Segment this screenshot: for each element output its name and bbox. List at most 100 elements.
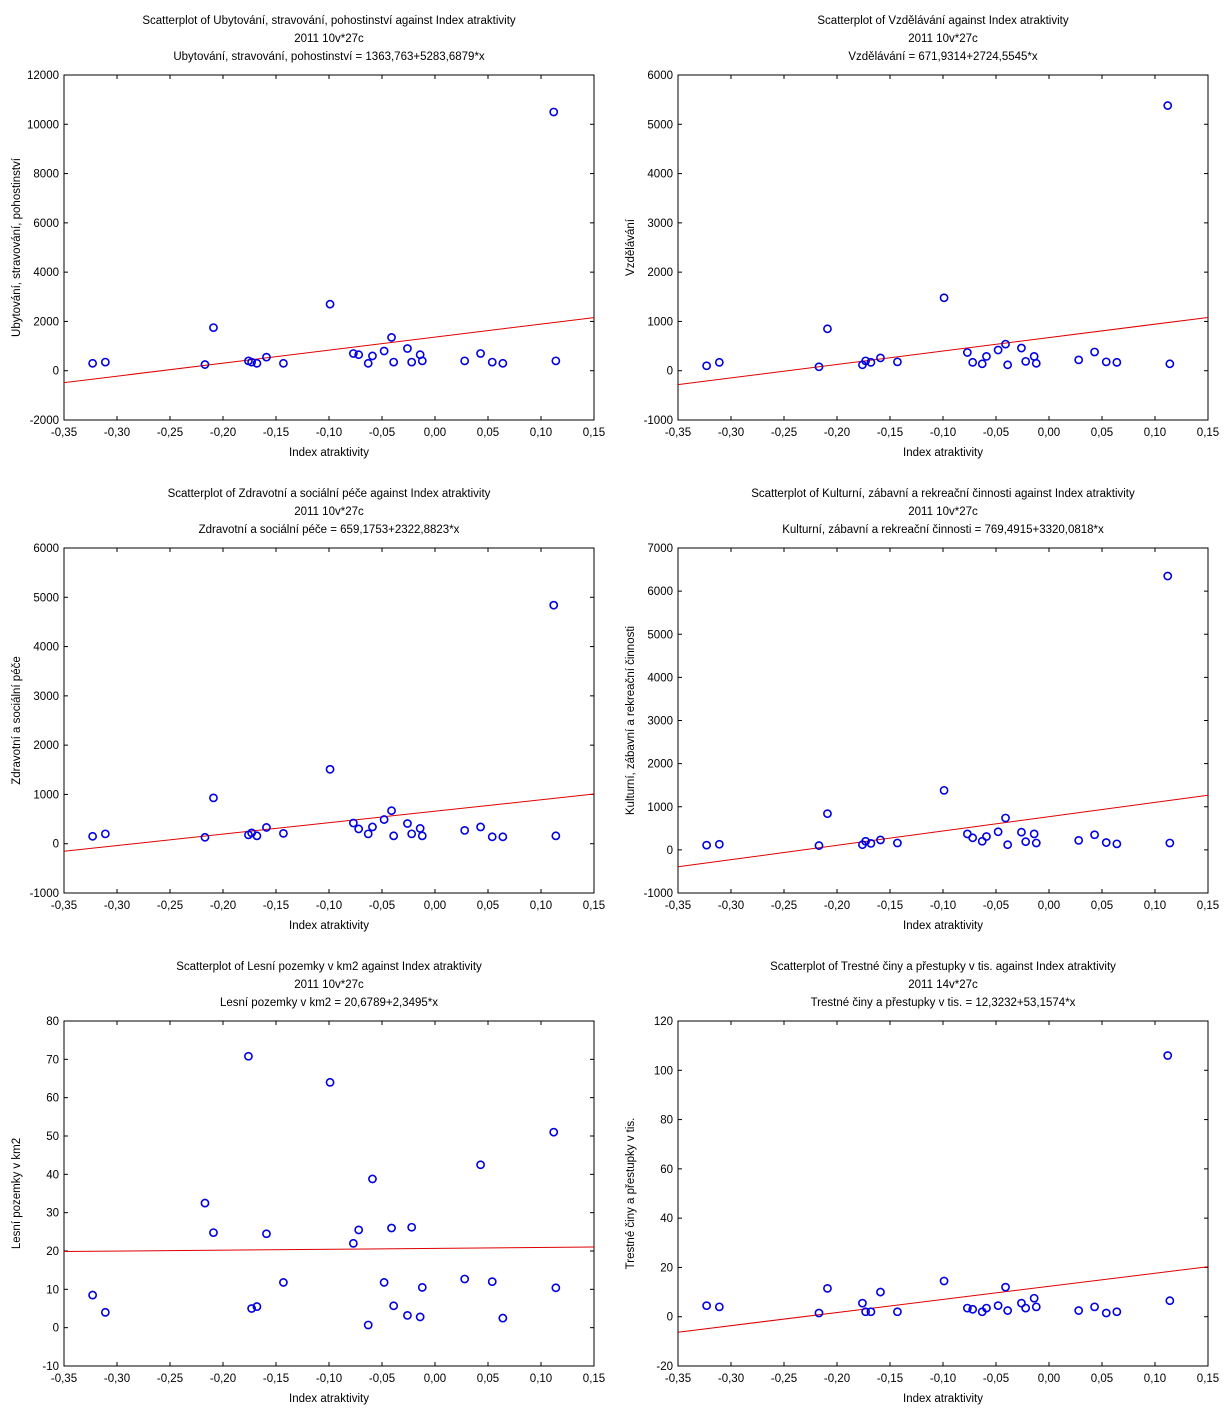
x-axis-label: Index atraktivity <box>289 447 369 459</box>
data-point <box>893 357 902 367</box>
data-point <box>1031 838 1041 848</box>
chart-title: Scatterplot of Lesní pozemky v km2 again… <box>176 961 482 973</box>
data-point <box>252 358 262 368</box>
scatter-chart: Scatterplot of Zdravotní a sociální péče… <box>11 488 605 932</box>
x-tick-label: 0,05 <box>477 427 499 439</box>
y-tick-label: 5000 <box>647 629 673 641</box>
x-tick-label: -0,25 <box>157 427 183 439</box>
x-tick-label: 0,15 <box>1197 427 1219 439</box>
y-tick-label: 6000 <box>33 543 59 555</box>
data-point <box>1163 571 1173 581</box>
chart-subtitle: 2011 14v*27c <box>908 979 978 991</box>
data-point <box>549 107 559 117</box>
data-point <box>549 600 559 610</box>
data-point <box>415 1312 425 1322</box>
data-point <box>460 356 470 366</box>
x-tick-label: -0,15 <box>263 1373 289 1385</box>
y-tick-label: 40 <box>660 1213 673 1225</box>
data-point <box>368 351 377 361</box>
x-tick-label: -0,35 <box>665 427 691 439</box>
y-tick-label: 80 <box>46 1016 59 1028</box>
data-point <box>1090 1302 1099 1312</box>
regression-equation: Lesní pozemky v km2 = 20,6789+2,3495*x <box>220 997 438 1009</box>
scatter-chart: Scatterplot of Trestné činy a přestupky … <box>625 961 1219 1405</box>
data-point <box>551 831 561 841</box>
plot-area <box>63 74 595 421</box>
x-tick-label: -0,35 <box>51 900 77 912</box>
chart-title: Scatterplot of Vzdělávání against Index … <box>817 15 1068 27</box>
data-point <box>968 357 978 367</box>
x-tick-label: -0,25 <box>157 1373 183 1385</box>
data-point <box>325 764 335 774</box>
data-point <box>262 823 271 832</box>
data-point <box>982 352 991 361</box>
y-axis-label: Kulturní, zábavní a rekreační činnosti <box>625 626 637 815</box>
data-point <box>325 1077 335 1087</box>
data-point <box>702 840 712 850</box>
data-point <box>460 826 470 835</box>
x-tick-label: 0,00 <box>424 1373 446 1385</box>
data-point <box>1001 1282 1010 1292</box>
data-point <box>1090 830 1099 840</box>
regression-line <box>678 316 1208 386</box>
x-tick-label: 0,10 <box>530 1373 552 1385</box>
chart-title: Scatterplot of Trestné činy a přestupky … <box>770 961 1116 973</box>
data-point <box>487 832 497 842</box>
data-point <box>348 818 358 828</box>
x-tick-label: -0,35 <box>51 1373 77 1385</box>
y-axis-label: Vzdělávání <box>625 218 637 276</box>
plot-area <box>63 547 595 894</box>
data-point <box>498 358 508 368</box>
data-point <box>403 819 412 828</box>
data-point <box>379 815 389 824</box>
data-point <box>1017 827 1026 837</box>
x-axis-label: Index atraktivity <box>289 1393 369 1405</box>
y-tick-label: 100 <box>654 1065 673 1077</box>
chart-subtitle: 2011 10v*27c <box>294 506 364 518</box>
x-tick-label: -0,10 <box>316 1373 342 1385</box>
y-axis-label: Lesní pozemky v km2 <box>11 1138 23 1249</box>
plot-area <box>677 74 1209 421</box>
data-point <box>1090 347 1099 357</box>
data-point <box>962 348 972 357</box>
x-axis-label: Index atraktivity <box>903 447 983 459</box>
data-point <box>252 1302 262 1311</box>
data-point <box>823 809 832 819</box>
data-point <box>247 1304 257 1313</box>
data-point <box>1165 359 1175 369</box>
chart-title: Scatterplot of Kulturní, zábavní a rekre… <box>751 488 1135 500</box>
data-point <box>88 1290 98 1300</box>
y-tick-label: 0 <box>53 839 59 851</box>
y-tick-label: 0 <box>667 366 673 378</box>
y-tick-label: 4000 <box>33 267 59 279</box>
y-tick-label: 1000 <box>647 316 673 328</box>
data-point <box>1001 813 1010 823</box>
x-tick-label: -0,05 <box>983 427 1009 439</box>
y-tick-label: 3000 <box>647 716 673 728</box>
data-point <box>407 1222 417 1232</box>
y-tick-label: 20 <box>46 1246 59 1258</box>
x-tick-label: -0,15 <box>263 900 289 912</box>
data-point <box>354 350 364 360</box>
y-tick-label: 4000 <box>647 672 673 684</box>
x-tick-label: 0,15 <box>583 427 605 439</box>
y-tick-label: -1000 <box>30 888 59 900</box>
x-tick-label: 0,00 <box>424 427 446 439</box>
y-tick-label: 6000 <box>647 586 673 598</box>
data-point <box>363 358 373 368</box>
data-point <box>866 1307 876 1317</box>
x-tick-label: -0,15 <box>263 427 289 439</box>
y-tick-label: 5000 <box>33 592 59 604</box>
x-tick-label: 0,10 <box>1144 900 1166 912</box>
x-tick-label: -0,10 <box>316 900 342 912</box>
data-point <box>1021 1303 1031 1313</box>
data-point <box>1165 838 1175 848</box>
chart-title: Scatterplot of Ubytování, stravování, po… <box>142 15 516 27</box>
data-point <box>1031 1302 1041 1312</box>
data-point <box>876 835 885 845</box>
data-point <box>348 1238 358 1248</box>
x-tick-label: 0,15 <box>1197 1373 1219 1385</box>
data-point <box>1001 339 1010 349</box>
data-point <box>368 1174 377 1184</box>
data-point <box>823 1283 832 1293</box>
